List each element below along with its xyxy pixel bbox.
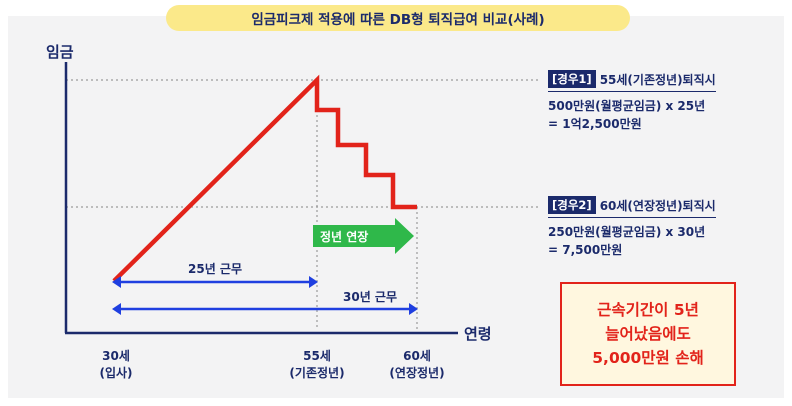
span-30-label: 30년 근무 [343,290,397,304]
span-25-arrow-right [309,276,318,288]
span-30-arrow-right [409,303,418,315]
extension-label: 정년 연장 [320,229,368,244]
x-axis-label: 연령 [464,325,492,343]
case2-title: 60세(연장정년)퇴직시 [599,198,716,213]
case1-result: = 1억2,500만원 [548,117,642,131]
wage-curve [112,74,417,283]
span-25-arrow-left [112,276,121,288]
case2-block: [경우2] 60세(연장정년)퇴직시 250만원(월평균임금) x 30년 = … [548,196,716,259]
case2-result: = 7,500만원 [548,243,623,257]
y-axis-label: 임금 [46,43,74,61]
loss-line-1: 근속기간이 5년 [597,301,699,319]
tick-55-note: (기존정년) [289,365,344,380]
case1-formula: 500만원(월평균임금) x 25년 [548,99,706,113]
case2-formula: 250만원(월평균임금) x 30년 [548,225,706,239]
case1-header: [경우1] 55세(기존정년)퇴직시 [548,70,716,92]
case2-tag: [경우2] [548,196,596,214]
diagram-title: 임금피크제 적용에 따른 DB형 퇴직급여 비교(사례) [166,5,630,31]
loss-line-3: 5,000만원 손해 [592,349,704,367]
case2-header: [경우2] 60세(연장정년)퇴직시 [548,196,716,218]
tick-30-age: 30세 [102,348,130,363]
tick-60-age: 60세 [403,348,431,363]
case1-title: 55세(기존정년)퇴직시 [599,72,716,87]
span-30-arrow-left [112,303,121,315]
extension-arrow [313,218,414,254]
loss-callout: 근속기간이 5년 늘어났음에도 5,000만원 손해 [560,282,736,386]
case1-tag: [경우1] [548,70,596,88]
case1-block: [경우1] 55세(기존정년)퇴직시 500만원(월평균임금) x 25년 = … [548,70,716,133]
tick-30-note: (입사) [99,365,132,380]
tick-55-age: 55세 [303,348,331,363]
span-25-label: 25년 근무 [188,262,242,276]
loss-line-2: 늘어났음에도 [605,325,691,343]
tick-60-note: (연장정년) [389,365,444,380]
